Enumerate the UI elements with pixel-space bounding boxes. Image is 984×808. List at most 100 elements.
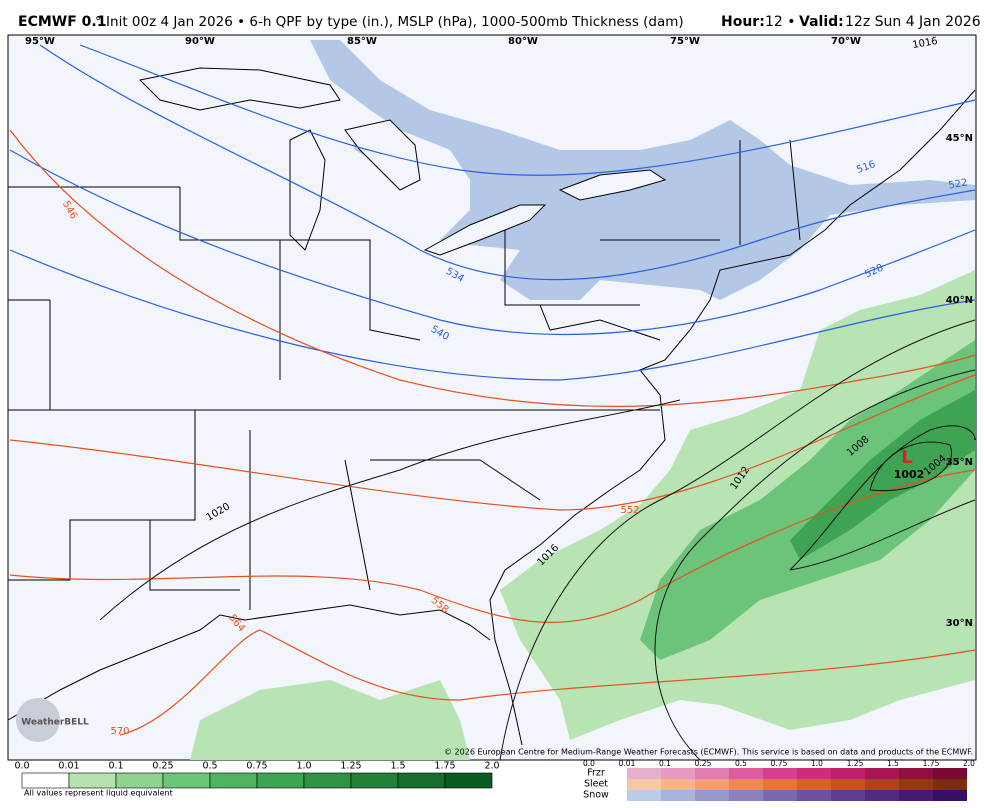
type-color-box	[899, 779, 933, 790]
type-scale-label: 1.25	[847, 759, 864, 768]
logo-text: WeatherBELL	[21, 718, 89, 728]
type-color-box	[899, 790, 933, 801]
longitude-label: 80°W	[508, 36, 538, 47]
thickness-label: 570	[110, 726, 129, 737]
rain-scale-label: 0.5	[202, 761, 217, 772]
longitude-label: 85°W	[347, 36, 377, 47]
rain-color-box	[68, 772, 117, 789]
longitude-label: 95°W	[25, 36, 55, 47]
type-scale-label: 1.75	[923, 759, 940, 768]
legend: All values represent liquid equivalent 0…	[14, 759, 975, 801]
lake-superior	[138, 67, 341, 111]
thickness-contour	[39, 44, 976, 281]
thickness-contour	[9, 469, 976, 623]
type-color-box	[627, 768, 661, 779]
isobar	[499, 319, 976, 761]
state-border	[8, 139, 801, 610]
latitude-label: 35°N	[946, 457, 973, 468]
rain-scale-label: 2.0	[484, 761, 499, 772]
type-scale-label: 2.0	[963, 759, 975, 768]
type-color-box	[831, 790, 865, 801]
low-pressure: 1002	[894, 468, 925, 481]
latitude-label: 30°N	[946, 618, 973, 629]
isobar	[654, 369, 976, 761]
type-color-box	[831, 779, 865, 790]
type-color-box	[865, 779, 899, 790]
longitude-label: 70°W	[831, 36, 861, 47]
type-color-box	[933, 779, 967, 790]
type-color-box	[933, 790, 967, 801]
type-scale-label: 0.01	[619, 759, 636, 768]
lake-huron	[344, 119, 421, 191]
rain-scale-label: 1.0	[296, 761, 311, 772]
type-color-box	[763, 790, 797, 801]
isobar-label: 1016	[912, 36, 939, 51]
type-color-box	[797, 790, 831, 801]
low-symbol: L	[901, 447, 912, 468]
header-description: ° Init 00z 4 Jan 2026 • 6-h QPF by type …	[95, 14, 684, 30]
valid-label: Valid:	[799, 14, 844, 30]
rain-color-box	[303, 772, 352, 789]
coastline	[7, 604, 491, 721]
type-scale-label: 0.5	[735, 759, 747, 768]
isobar	[789, 425, 976, 571]
rain-scale-label: 1.25	[340, 761, 361, 772]
rain-color-box	[21, 772, 70, 789]
type-scale-label: 0.25	[695, 759, 712, 768]
type-color-box	[899, 768, 933, 779]
lake-ontario	[558, 169, 667, 201]
rain-color-box	[444, 772, 493, 789]
model-name: ECMWF 0.1	[18, 14, 106, 30]
type-color-box	[729, 768, 763, 779]
type-color-box	[933, 768, 967, 779]
rain-scale-label: 0.25	[152, 761, 173, 772]
rain-color-box	[209, 772, 258, 789]
type-color-box	[695, 768, 729, 779]
valid-value: 12z Sun 4 Jan 2026	[845, 14, 981, 30]
type-scale-label: 0.1	[659, 759, 671, 768]
thickness-label: 522	[948, 177, 969, 191]
type-scale-label: 0.75	[771, 759, 788, 768]
type-color-box	[661, 790, 695, 801]
rain-scale-label: 0.75	[246, 761, 267, 772]
rain-color-box	[115, 772, 164, 789]
legend-note: All values represent liquid equivalent	[24, 789, 173, 798]
thickness-label: 552	[620, 505, 639, 516]
type-scale-label: 1.0	[811, 759, 823, 768]
type-scale-label: 1.5	[887, 759, 899, 768]
rain-area	[190, 680, 470, 760]
isobar	[869, 441, 952, 492]
type-color-box	[797, 768, 831, 779]
type-color-box	[865, 790, 899, 801]
type-color-box	[865, 768, 899, 779]
precip-type-label: Snow	[583, 790, 609, 801]
type-color-box	[729, 779, 763, 790]
rain-scale-label: 0.01	[58, 761, 79, 772]
thickness-contour	[9, 149, 976, 336]
rain-color-box	[162, 772, 211, 789]
rain-scale-label: 0.1	[108, 761, 123, 772]
latitude-label: 40°N	[946, 295, 973, 306]
latitude-label: 45°N	[946, 133, 973, 144]
copyright: © 2026 European Centre for Medium-Range …	[444, 748, 973, 757]
type-color-box	[695, 790, 729, 801]
type-color-box	[729, 790, 763, 801]
type-color-box	[695, 779, 729, 790]
thickness-contour	[79, 44, 976, 176]
longitude-label: 90°W	[185, 36, 215, 47]
precip-type-label: Sleet	[584, 779, 608, 790]
isobar	[99, 399, 681, 621]
precip-type-label: Frzr	[587, 768, 605, 779]
type-color-box	[797, 779, 831, 790]
rain-color-box	[350, 772, 399, 789]
rain-area	[500, 270, 975, 740]
hour-value: 12 •	[765, 14, 796, 30]
rain-scale-label: 0.0	[14, 761, 29, 772]
type-color-box	[661, 768, 695, 779]
thickness-contour	[9, 249, 976, 381]
logo-globe	[16, 698, 60, 742]
rain-color-box	[256, 772, 305, 789]
thickness-contour	[119, 629, 976, 736]
thickness-contour	[9, 129, 976, 407]
